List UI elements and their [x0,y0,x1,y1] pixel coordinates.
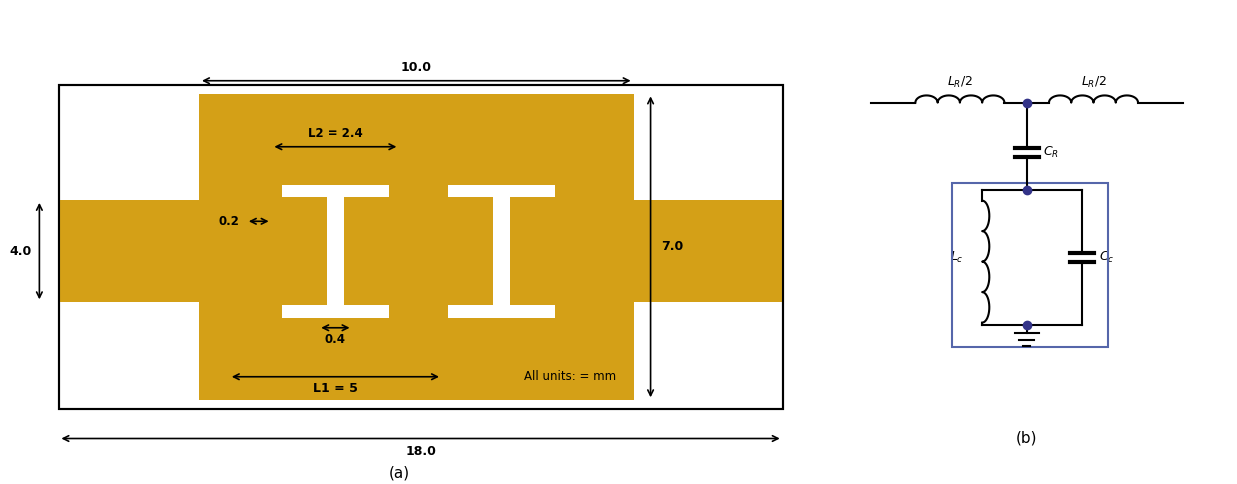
Bar [510,197,555,305]
Bar [448,305,494,318]
Text: 0.4: 0.4 [349,244,370,257]
Text: $L_R/2$: $L_R/2$ [1081,75,1106,90]
Text: $L_c$: $L_c$ [950,250,964,265]
Bar [271,174,400,328]
Bar [438,174,565,185]
Bar [58,85,783,408]
Text: L1 = 5: L1 = 5 [313,382,357,395]
Bar [271,174,282,328]
Bar [282,197,327,305]
Bar [510,305,555,318]
Bar [58,85,783,408]
Bar [58,200,208,302]
Bar [344,305,390,318]
Bar [448,185,494,197]
Bar [448,197,494,305]
Bar [510,185,555,197]
Bar [438,318,565,328]
Bar [494,197,510,305]
Bar [952,183,1108,347]
Bar [282,305,327,318]
Bar [199,93,633,400]
Bar [327,197,344,305]
Bar [625,200,783,302]
Text: $C_R$: $C_R$ [1043,145,1059,160]
Bar [438,174,448,328]
Bar [390,174,400,328]
Text: L2 = 2.4: L2 = 2.4 [308,127,362,140]
Text: $C_c$: $C_c$ [1100,250,1115,265]
Bar [555,174,565,328]
Text: 10.0: 10.0 [401,61,432,75]
Text: 0.2: 0.2 [219,215,239,228]
Text: 18.0: 18.0 [406,445,435,458]
Text: $L_R/2$: $L_R/2$ [948,75,972,90]
Bar [344,197,390,305]
Text: 4.0: 4.0 [9,244,31,257]
Bar [282,185,327,197]
Bar [271,318,400,328]
Text: 0.4: 0.4 [325,333,346,346]
Text: (a): (a) [388,465,409,480]
Text: (b): (b) [1016,431,1038,445]
Text: All units: = mm: All units: = mm [523,370,616,383]
Bar [344,185,390,197]
Text: 7.0: 7.0 [661,241,683,253]
Bar [438,174,565,328]
Bar [271,174,400,185]
